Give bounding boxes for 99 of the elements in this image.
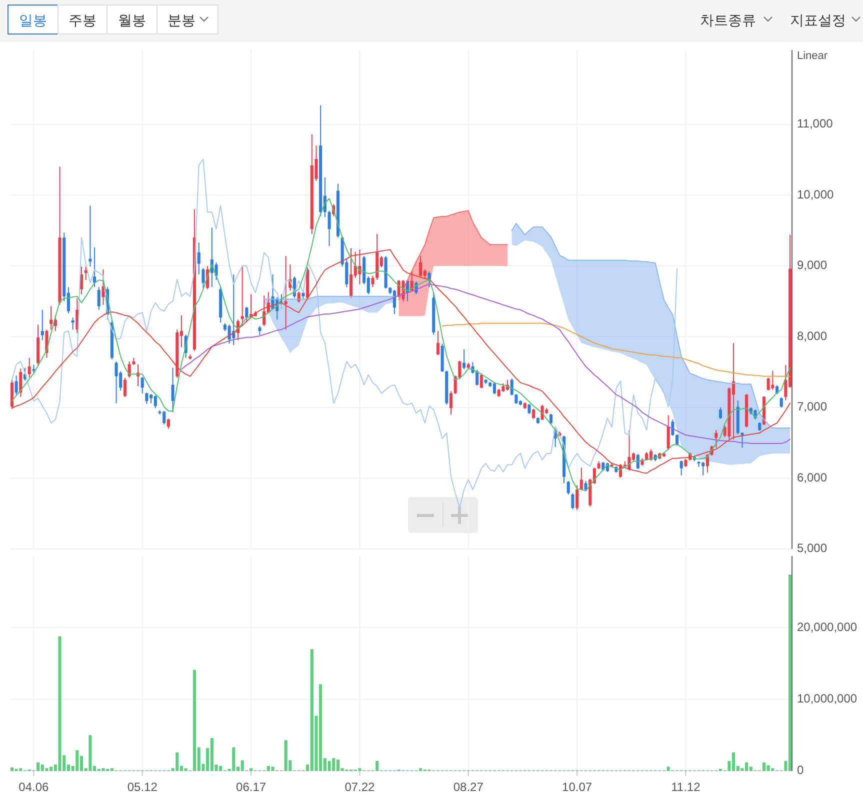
candlestick (93, 246, 96, 288)
candlestick (671, 418, 674, 436)
x-tick-label: 08.27 (453, 780, 484, 794)
candlestick (571, 492, 574, 510)
x-tick-label: 10.07 (562, 780, 592, 794)
y-tick-label: 0 (797, 763, 804, 778)
candlestick (480, 374, 483, 389)
candlestick (780, 397, 783, 408)
candlestick (676, 434, 679, 446)
y-tick-label: 11,000 (797, 116, 834, 130)
bar (332, 758, 336, 771)
y-tick-label: 6,000 (797, 470, 828, 484)
text: 차트종류 (700, 12, 756, 28)
bar (240, 760, 244, 771)
bar (58, 636, 62, 771)
bar (102, 768, 105, 771)
candlestick (45, 329, 48, 358)
candlestick (102, 268, 105, 306)
line-series (398, 210, 508, 300)
candlestick (140, 376, 144, 394)
bar (284, 740, 288, 771)
candlestick (371, 275, 374, 288)
candlestick (84, 266, 88, 281)
candlestick (580, 467, 583, 491)
text: 일봉 (19, 12, 47, 28)
candlestick (436, 330, 440, 356)
y-tick-label: 5,000 (797, 541, 828, 556)
candlestick (328, 210, 331, 247)
bar (184, 768, 188, 771)
candlestick (245, 306, 248, 324)
candlestick (19, 368, 22, 398)
candlestick (50, 306, 53, 330)
line-series (442, 322, 791, 377)
bar (76, 750, 79, 771)
candlestick (514, 393, 518, 404)
x-tick-label: 04.06 (18, 780, 50, 794)
candlestick (718, 406, 722, 420)
candlestick (28, 357, 31, 378)
candlestick (197, 242, 200, 275)
candlestick (202, 268, 205, 290)
candlestick (171, 367, 174, 413)
candlestick (14, 375, 18, 396)
bar (271, 766, 274, 771)
candlestick (714, 430, 718, 448)
bar (771, 768, 774, 771)
candlestick (114, 360, 118, 404)
candlestick (123, 377, 126, 398)
candlestick (145, 392, 148, 404)
bar (88, 735, 92, 771)
candlestick (740, 432, 744, 448)
bar (232, 747, 236, 771)
x-tick-label: 06.17 (236, 780, 266, 794)
candlestick (258, 326, 262, 336)
bar (19, 768, 22, 771)
text: 주봉 (68, 12, 96, 28)
y-tick-label: 9,000 (797, 258, 828, 272)
text: 지표설정 (790, 12, 846, 28)
candlestick (492, 381, 496, 394)
candlestick (602, 461, 605, 472)
y-tick-label: 8,000 (797, 328, 828, 343)
candlestick (566, 480, 570, 495)
candlestick (214, 262, 218, 281)
text: Linear (797, 50, 828, 62)
candlestick (166, 418, 170, 430)
candlestick (576, 484, 579, 511)
candlestick (680, 460, 683, 476)
candlestick (262, 295, 266, 327)
candlestick (240, 265, 244, 327)
bar (358, 768, 362, 771)
text: 분봉 (168, 12, 196, 28)
candlestick (584, 480, 588, 492)
y-tick-label: 7,000 (797, 400, 828, 414)
candlestick (154, 394, 157, 409)
x-tick-label: 05.12 (127, 780, 158, 794)
candlestick (666, 414, 670, 450)
bar (328, 760, 331, 771)
candlestick (532, 408, 536, 420)
x-tick-label: 07.22 (344, 780, 376, 794)
candlestick (766, 377, 770, 391)
x-tick-label: 11.12 (671, 780, 701, 794)
candlestick (71, 317, 74, 330)
y-tick-label: 10,000,000 (797, 692, 858, 706)
bar (45, 768, 48, 771)
y-tick-label: 20,000,000 (797, 620, 858, 634)
candlestick (419, 255, 422, 278)
candlestick (97, 286, 100, 310)
bar (766, 765, 770, 771)
candlestick (449, 390, 453, 416)
candlestick (636, 454, 640, 470)
text: 월봉 (118, 12, 146, 28)
bar (176, 752, 179, 771)
candlestick (549, 413, 552, 425)
candlestick (528, 403, 531, 414)
bar (666, 766, 670, 771)
candlestick (462, 348, 466, 370)
y-tick-label: 10,000 (797, 187, 834, 202)
candlestick (40, 309, 44, 341)
candlestick (771, 370, 774, 390)
candlestick (228, 324, 231, 344)
